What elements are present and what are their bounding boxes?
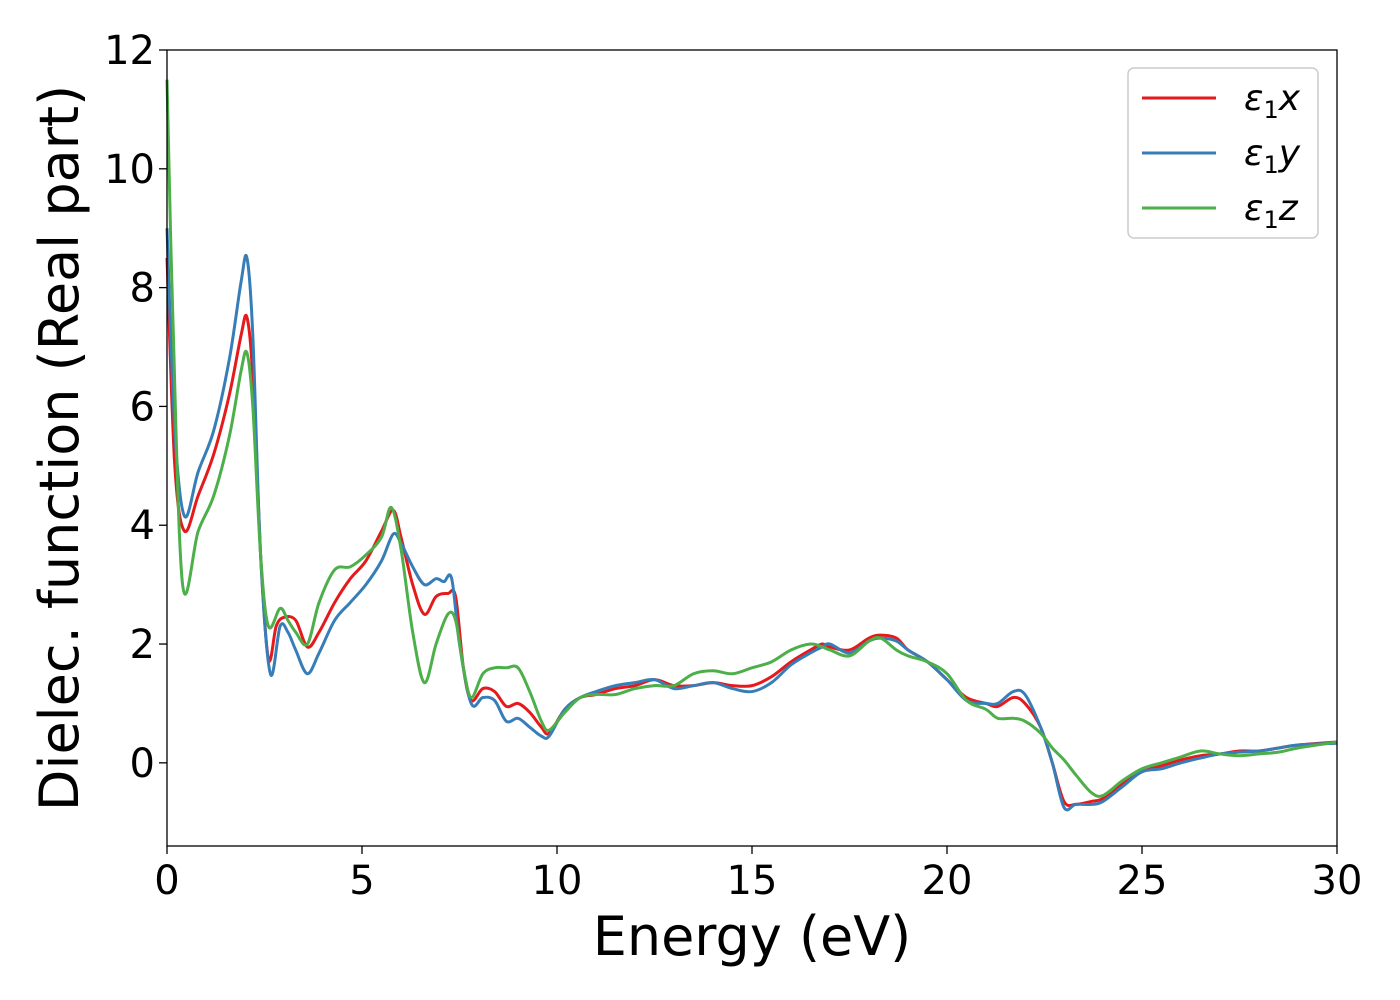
y-tick-label: 8	[130, 266, 155, 312]
y-tick-label: 12	[104, 28, 155, 74]
series-line-y	[165, 228, 1338, 812]
x-tick-label: 30	[1312, 858, 1363, 904]
legend-label-y: ε1y	[1244, 133, 1301, 179]
legend-box	[1127, 67, 1319, 239]
y-tick-label: 2	[130, 622, 155, 668]
x-tick-label: 0	[154, 858, 179, 904]
x-tick-label: 5	[349, 858, 374, 904]
x-axis-label: Energy (eV)	[593, 905, 912, 968]
y-tick-label: 10	[104, 147, 155, 193]
legend: ε1x ε1y ε1z	[1127, 67, 1319, 239]
series-layer	[165, 79, 1338, 812]
x-axis-ticks: 0 5 10 15 20 25 30	[154, 846, 1362, 904]
x-tick-label: 10	[532, 858, 583, 904]
y-axis-label: Dielec. function (Real part)	[28, 85, 91, 811]
y-tick-label: 4	[130, 503, 155, 549]
x-tick-label: 20	[922, 858, 973, 904]
series-line-z	[165, 79, 1338, 798]
legend-label-x: ε1x	[1244, 78, 1301, 124]
x-tick-label: 15	[727, 858, 778, 904]
y-tick-label: 6	[130, 384, 155, 430]
y-axis-ticks: 0 2 4 6 8 10 12	[104, 28, 167, 787]
y-tick-label: 0	[130, 741, 155, 787]
legend-label-z: ε1z	[1244, 188, 1299, 234]
series-line-x	[165, 257, 1338, 808]
x-tick-label: 25	[1117, 858, 1168, 904]
